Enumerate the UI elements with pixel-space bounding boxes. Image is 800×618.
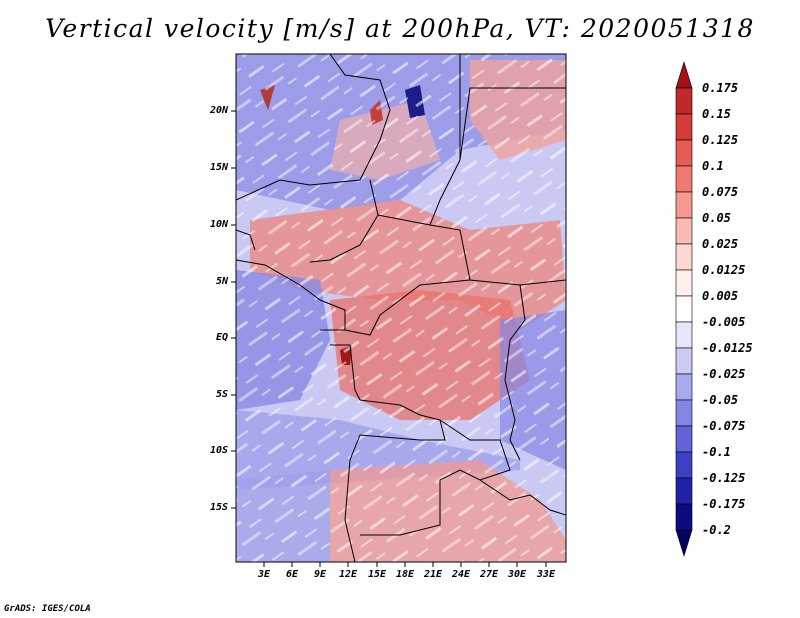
colorbar-swatch xyxy=(675,113,693,141)
colorbar-label: 0.125 xyxy=(702,133,739,147)
colorbar-swatch xyxy=(675,165,693,193)
lon-label: 6E xyxy=(285,569,299,580)
map-frame xyxy=(235,53,567,563)
credit-text: GrADS: IGES/COLA xyxy=(4,604,91,614)
colorbar-label: -0.1 xyxy=(702,445,731,459)
colorbar-label: 0.005 xyxy=(702,289,739,303)
lat-label: 5N xyxy=(215,276,228,287)
colorbar-swatch xyxy=(675,451,693,479)
lon-label: 24E xyxy=(451,569,471,580)
colorbar-swatch xyxy=(675,60,693,89)
colorbar-swatch xyxy=(675,321,693,349)
colorbar-label: -0.005 xyxy=(702,315,746,329)
colorbar-swatch xyxy=(675,347,693,375)
colorbar-label: 0.075 xyxy=(702,185,739,199)
colorbar-label: -0.05 xyxy=(702,393,739,407)
colorbar-swatch xyxy=(675,217,693,245)
colorbar-swatch xyxy=(675,87,693,115)
colorbar-label: -0.2 xyxy=(702,523,731,537)
lon-label: 9E xyxy=(313,569,327,580)
lon-label: 21E xyxy=(423,569,443,580)
lon-label: 3E xyxy=(257,569,271,580)
lon-label: 27E xyxy=(479,569,499,580)
colorbar-swatch xyxy=(675,503,693,531)
lon-label: 12E xyxy=(338,569,358,580)
colorbar-swatch xyxy=(675,477,693,505)
lon-label: 30E xyxy=(507,569,527,580)
country-borders xyxy=(236,54,566,562)
colorbar-label: -0.125 xyxy=(702,471,746,485)
chart-title: Vertical velocity [m/s] at 200hPa, VT: 2… xyxy=(45,14,755,43)
colorbar-swatch xyxy=(675,529,693,558)
lat-label: 5S xyxy=(215,389,228,400)
colorbar-swatch xyxy=(675,269,693,297)
lat-label: EQ xyxy=(215,332,228,343)
colorbar-label: 0.175 xyxy=(702,81,739,95)
colorbar-swatch xyxy=(675,295,693,323)
colorbar-label: 0.05 xyxy=(702,211,731,225)
colorbar-label: -0.075 xyxy=(702,419,746,433)
colorbar-swatch xyxy=(675,373,693,401)
lat-label: 15S xyxy=(209,502,228,513)
axis-ticks xyxy=(231,110,547,567)
lat-label: 15N xyxy=(209,162,228,173)
colorbar-swatch xyxy=(675,399,693,427)
colorbar-swatch xyxy=(675,139,693,167)
colorbar-label: 0.0125 xyxy=(702,263,746,277)
colorbar xyxy=(675,60,693,558)
lat-label: 10S xyxy=(209,445,228,456)
colorbar-label: -0.175 xyxy=(702,497,746,511)
colorbar-label: -0.0125 xyxy=(702,341,753,355)
lon-label: 15E xyxy=(367,569,387,580)
lon-label: 33E xyxy=(536,569,556,580)
colorbar-swatch xyxy=(675,243,693,271)
colorbar-label: 0.15 xyxy=(702,107,731,121)
colorbar-swatch xyxy=(675,191,693,219)
lat-label: 20N xyxy=(209,105,228,116)
lat-label: 10N xyxy=(209,219,228,230)
colorbar-label: 0.1 xyxy=(702,159,724,173)
colorbar-swatch xyxy=(675,425,693,453)
lon-label: 18E xyxy=(395,569,415,580)
colorbar-label: 0.025 xyxy=(702,237,739,251)
colorbar-label: -0.025 xyxy=(702,367,746,381)
velocity-field xyxy=(236,54,566,562)
